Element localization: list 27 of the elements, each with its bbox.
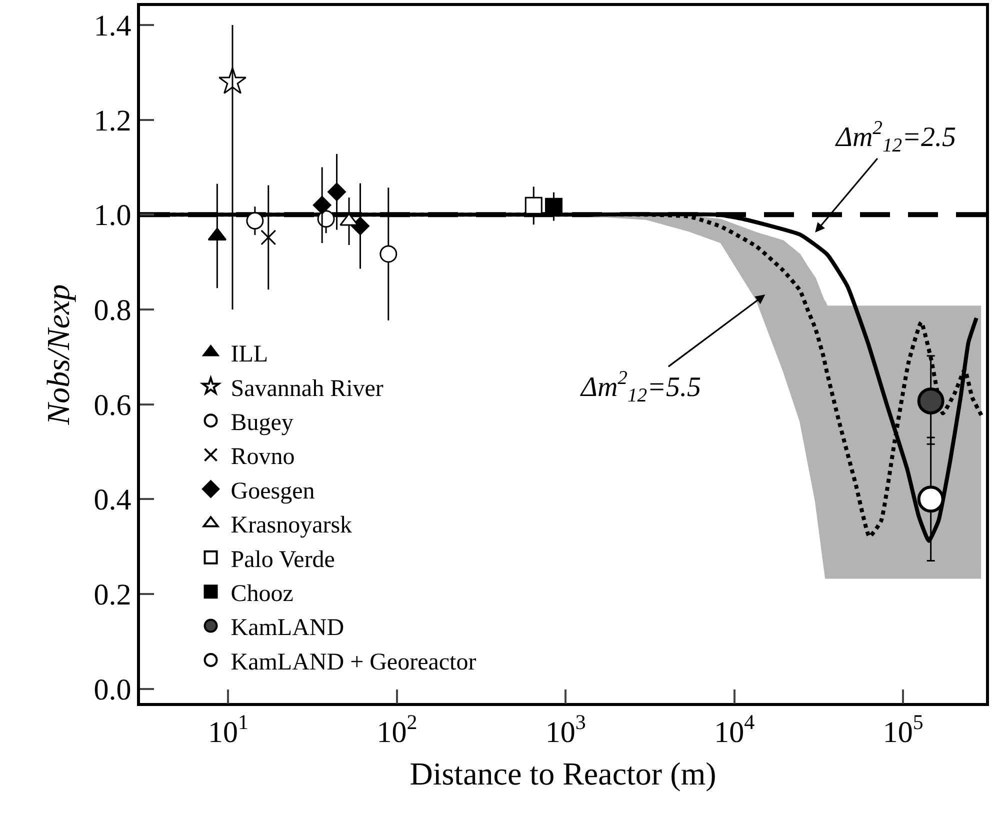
legend-label: Rovno	[230, 444, 295, 470]
y-tick-label: 1.4	[94, 9, 132, 42]
x-axis-title: Distance to Reactor (m)	[410, 756, 716, 792]
annotation: Δm$^{2}$$_{12}$=2.5	[835, 118, 956, 157]
x-tick-label: 10$^{5}$	[882, 710, 924, 749]
legend-label: Goesgen	[230, 478, 315, 504]
legend-label: Palo Verde	[230, 546, 335, 573]
legend-label: Chooz	[230, 580, 294, 607]
x-tick-label: 10$^{3}$	[545, 710, 586, 749]
x-tick-label: 10$^{1}$	[208, 710, 248, 749]
y-tick-label: 0.0	[94, 673, 132, 706]
y-tick-label: 1.0	[94, 199, 132, 232]
x-tick-label: 10$^{4}$	[714, 710, 756, 749]
legend-label: ILL	[230, 342, 268, 368]
legend-label: Bugey	[230, 410, 294, 436]
y-axis-title: Nobs/Nexp	[40, 284, 76, 426]
x-tick-label: 10$^{2}$	[376, 710, 418, 749]
y-tick-label: 0.6	[94, 388, 132, 422]
y-tick-label: 0.2	[94, 578, 132, 612]
legend-label: Savannah River	[230, 376, 384, 402]
annotation: Δm$^{2}$$_{12}$=5.5	[580, 368, 701, 407]
y-tick-label: 1.2	[94, 104, 132, 138]
y-tick-label: 0.4	[94, 484, 132, 517]
legend-label: KamLAND + Georeactor	[230, 649, 476, 676]
legend-label: Krasnoyarsk	[230, 512, 352, 539]
y-tick-label: 0.8	[94, 294, 132, 327]
legend-label: KamLAND	[230, 615, 344, 642]
